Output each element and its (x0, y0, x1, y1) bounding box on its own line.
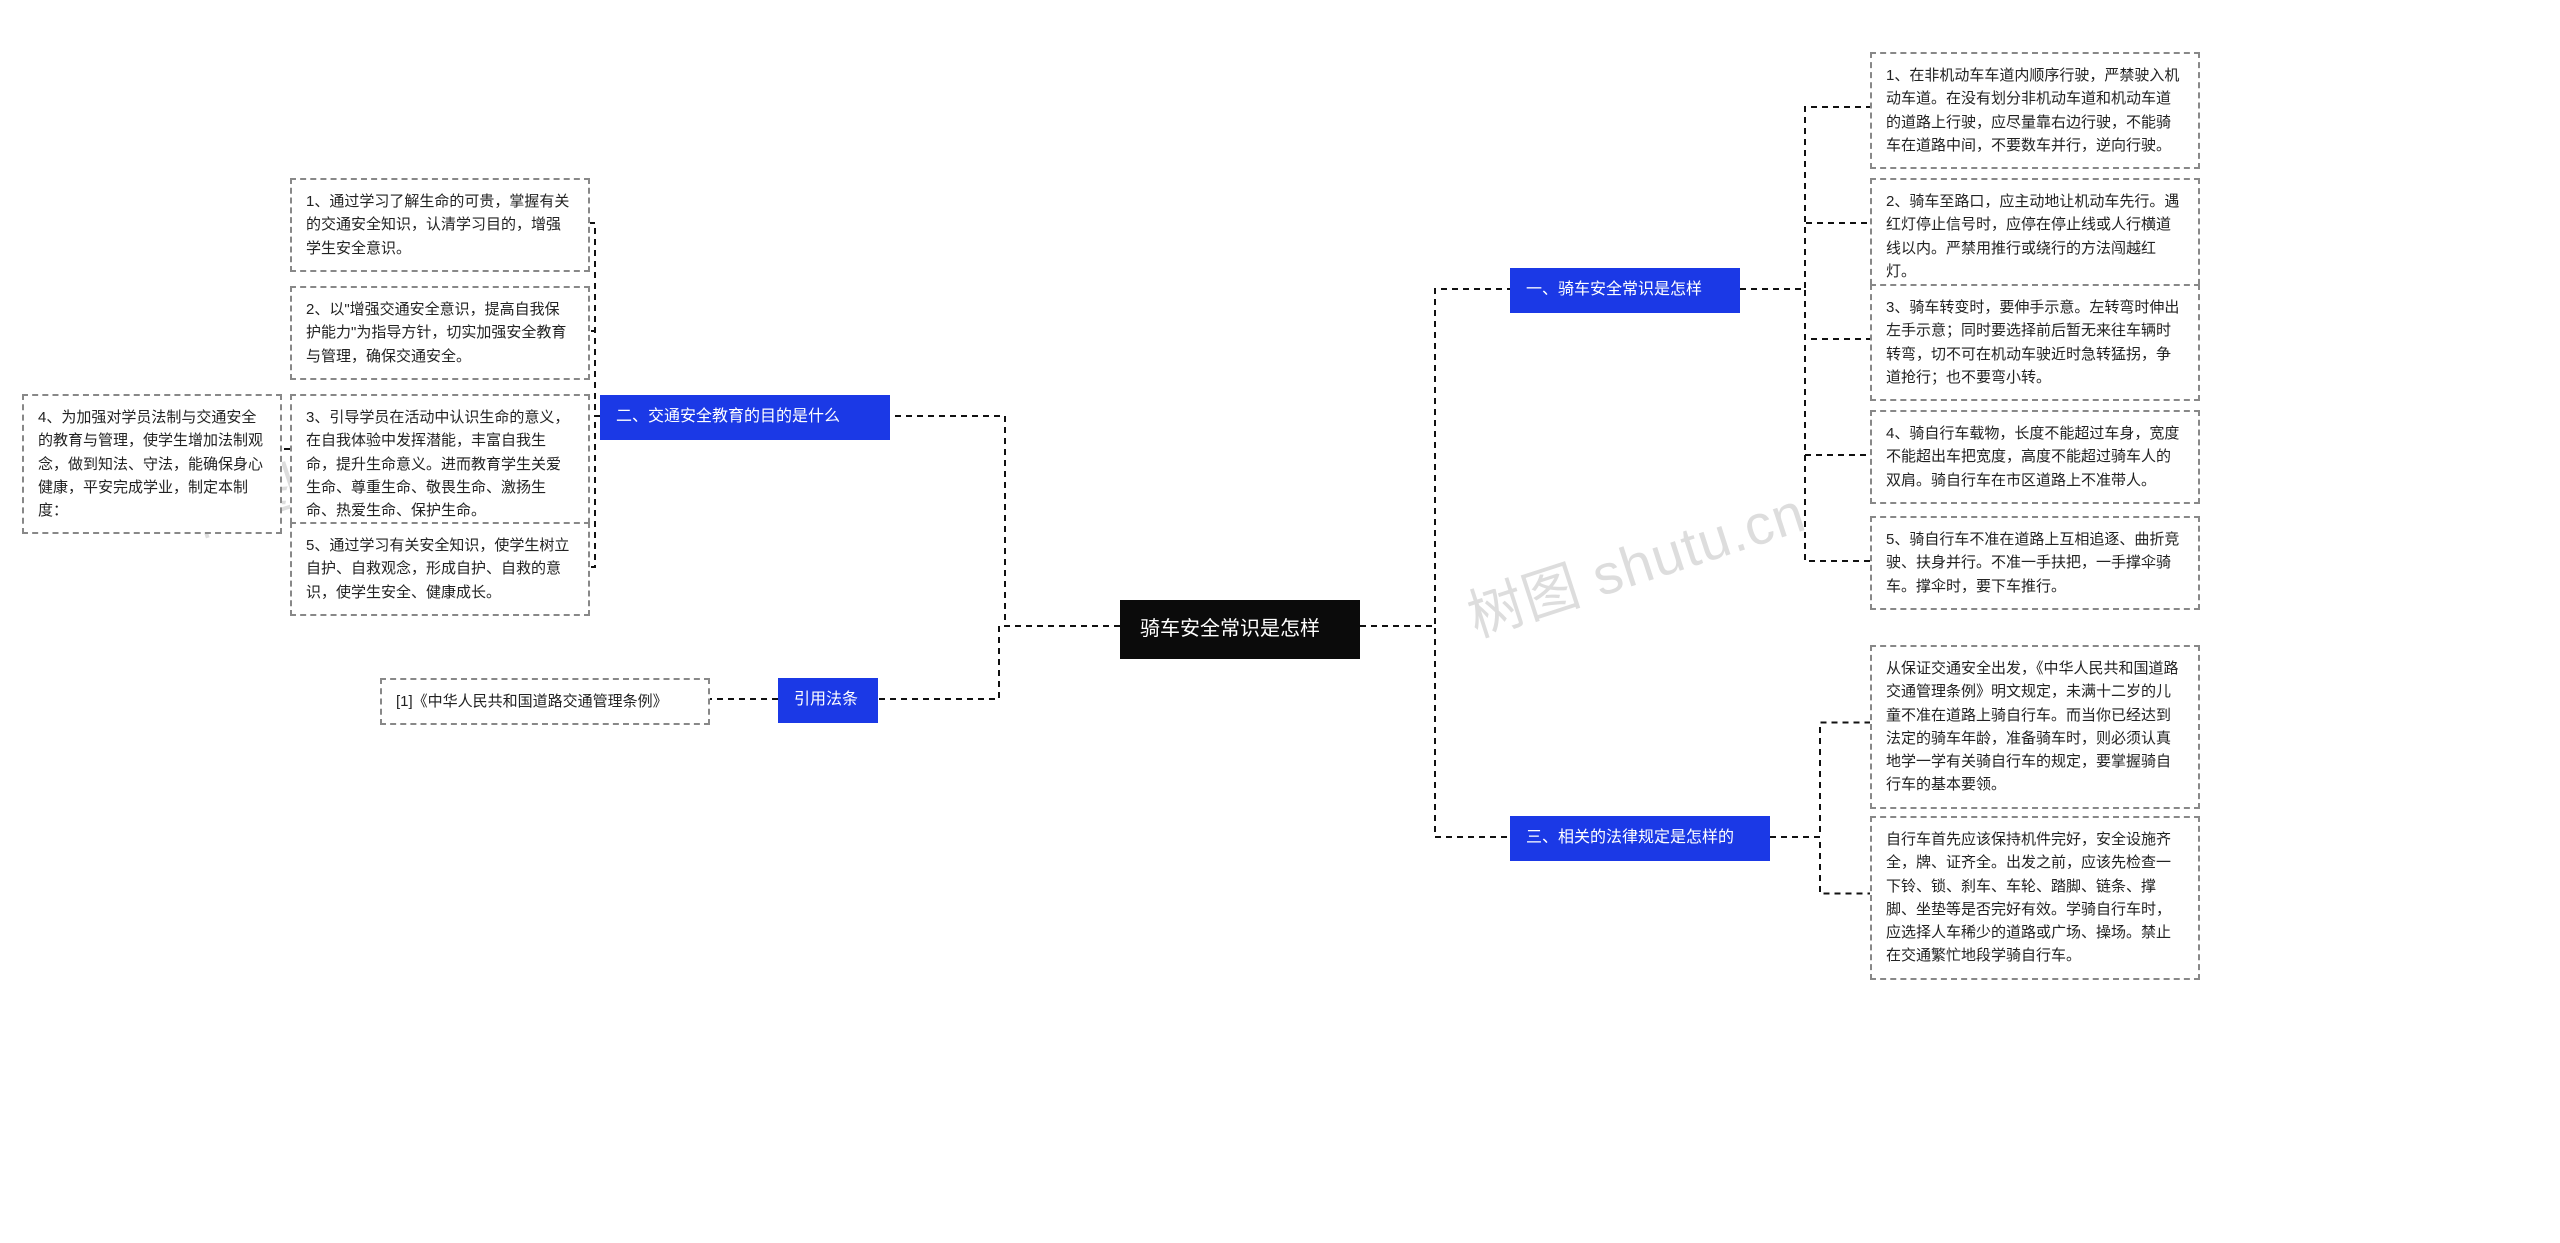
leaf-b1l2: 2、骑车至路口，应主动地让机动车先行。遇红灯停止信号时，应停在停止线或人行横道线… (1870, 178, 2200, 295)
leaf-b1l1: 1、在非机动车车道内顺序行驶，严禁驶入机动车道。在没有划分非机动车道和机动车道的… (1870, 52, 2200, 169)
leaf-b1l5: 5、骑自行车不准在道路上互相追逐、曲折竞驶、扶身并行。不准一手扶把，一手撑伞骑车… (1870, 516, 2200, 610)
leaf-b3l2: 自行车首先应该保持机件完好，安全设施齐全，牌、证齐全。出发之前，应该先检查一下铃… (1870, 816, 2200, 980)
leaf-b2l3: 3、引导学员在活动中认识生命的意义，在自我体验中发挥潜能，丰富自我生命，提升生命… (290, 394, 590, 534)
leaf-b1l4: 4、骑自行车载物，长度不能超过车身，宽度不能超出车把宽度，高度不能超过骑车人的双… (1870, 410, 2200, 504)
branch-b2: 二、交通安全教育的目的是什么 (600, 395, 890, 440)
watermark: 树图 shutu.cn (1456, 468, 1814, 653)
branch-b1: 一、骑车安全常识是怎样 (1510, 268, 1740, 313)
leaf-b2l2: 2、以"增强交通安全意识，提高自我保护能力"为指导方针，切实加强安全教育与管理，… (290, 286, 590, 380)
leaf-b4l1: [1]《中华人民共和国道路交通管理条例》 (380, 678, 710, 725)
branch-b4: 引用法条 (778, 678, 878, 723)
leaf-b2l5: 5、通过学习有关安全知识，使学生树立自护、自救观念，形成自护、自救的意识，使学生… (290, 522, 590, 616)
leaf-b3l1: 从保证交通安全出发，《中华人民共和国道路交通管理条例》明文规定，未满十二岁的儿童… (1870, 645, 2200, 809)
leaf-b2l1: 1、通过学习了解生命的可贵，掌握有关的交通安全知识，认清学习目的，增强学生安全意… (290, 178, 590, 272)
branch-b3: 三、相关的法律规定是怎样的 (1510, 816, 1770, 861)
leaf-b1l3: 3、骑车转变时，要伸手示意。左转弯时伸出左手示意；同时要选择前后暂无来往车辆时转… (1870, 284, 2200, 401)
mindmap-root: 骑车安全常识是怎样 (1120, 600, 1360, 659)
leaf-b2l4: 4、为加强对学员法制与交通安全的教育与管理，使学生增加法制观念，做到知法、守法，… (22, 394, 282, 534)
root-label: 骑车安全常识是怎样 (1140, 618, 1320, 640)
